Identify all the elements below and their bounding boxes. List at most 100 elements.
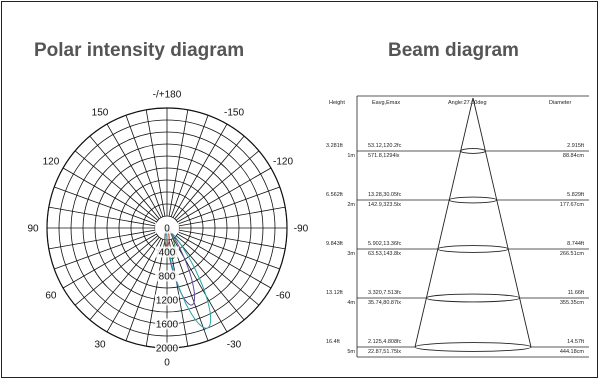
polar-radial-label: 1600: [156, 320, 179, 331]
beam-spot-ellipse: [425, 293, 521, 303]
beam-diameter-cm: 444.18cm: [560, 349, 585, 355]
polar-angle-label: -90: [294, 224, 309, 235]
polar-angle-label: -/+180: [153, 90, 182, 101]
polar-spoke: [172, 123, 228, 218]
polar-spoke: [125, 115, 164, 217]
polar-ring: [130, 191, 204, 265]
polar-spoke: [62, 167, 157, 223]
beam-cone: [414, 97, 532, 352]
polar-spoke: [174, 135, 245, 220]
polar-ring: [58, 119, 276, 337]
polar-angle-label: -150: [224, 107, 244, 118]
beam-illuminance-fc: 2.125,4.808fc: [368, 339, 402, 345]
beam-spot-ellipse: [414, 342, 532, 352]
beam-height-m: 3m: [347, 251, 355, 257]
beam-diameter-cm: 177.67cm: [560, 202, 585, 208]
polar-spoke: [74, 235, 159, 306]
beam-diameter-ft: 5.829ft: [567, 192, 584, 198]
beam-diameter-cm: 355.35cm: [560, 300, 585, 306]
beam-height-m: 4m: [347, 300, 355, 306]
polar-spoke: [145, 109, 166, 217]
polar-ring: [82, 143, 252, 313]
beam-row-text: 3.281ft 1m 53.12,120.2fc 571.8,1294lx 2.915f…: [326, 143, 584, 355]
beam-illuminance-lx: 571.8,1294lx: [368, 153, 400, 159]
radial-label-bg: [155, 270, 179, 282]
beam-height-m: 2m: [347, 202, 355, 208]
polar-spoke: [178, 231, 280, 270]
polar-spoke: [145, 239, 166, 347]
polar-spoke: [178, 206, 286, 227]
polar-spoke: [54, 186, 156, 225]
polar-angle-label: -120: [273, 157, 293, 168]
polar-angle-labels: -/+180 -150 150 -120 120 -90 90 -60 60 -30 30 0: [27, 90, 308, 369]
beam-illuminance-fc: 53.12,120.2fc: [368, 143, 402, 149]
beam-spot-ellipse: [460, 148, 486, 154]
beam-height-ft: 13.12ft: [326, 290, 343, 296]
polar-spoke: [175, 150, 260, 221]
polar-spoke: [175, 235, 260, 306]
beam-spot-ellipse: [437, 245, 509, 253]
beam-height-ft: 9.843ft: [326, 241, 343, 247]
polar-radial-label: 0: [164, 224, 170, 235]
polar-spoke: [89, 135, 160, 220]
beam-illuminance-fc: 5.902,13.36fc: [368, 241, 402, 247]
polar-spoke: [106, 123, 162, 218]
beam-diameter-cm: 266.51cm: [560, 251, 585, 257]
polar-spoke: [178, 186, 280, 225]
beam-cone-right-edge: [472, 97, 532, 348]
radial-label-bg: [155, 318, 179, 330]
beam-header-diameter: Diameter: [549, 100, 571, 106]
polar-angle-label: 30: [94, 340, 106, 351]
beam-diagram-title: Beam diagram: [388, 40, 519, 61]
polar-radial-label: 800: [159, 272, 176, 283]
beam-header-height: Height: [329, 100, 345, 106]
polar-spoke: [174, 236, 245, 321]
polar-spoke: [74, 150, 159, 221]
beam-height-m: 5m: [347, 349, 355, 355]
polar-radial-labels: 0 400 800 1200 1600 2000: [155, 222, 179, 355]
beam-header-eavg: Eavg,Emax: [372, 100, 400, 106]
beam-height-ft: 3.281ft: [326, 143, 343, 149]
beam-diameter-cm: 88.84cm: [563, 153, 585, 159]
beam-cone-left-edge: [414, 97, 474, 348]
beam-height-ft: 16.4ft: [326, 339, 340, 345]
radial-label-bg: [155, 222, 179, 234]
beam-spot-ellipse: [448, 196, 498, 204]
beam-illuminance-lx: 22.87,51.75lx: [368, 349, 401, 355]
beam-illuminance-lx: 35.74,80.87lx: [368, 300, 401, 306]
polar-spoke: [62, 233, 157, 289]
beam-height-m: 1m: [347, 153, 355, 159]
polar-angle-label: 0: [164, 358, 170, 369]
polar-radial-label: 2000: [156, 344, 179, 355]
polar-ring: [106, 167, 228, 289]
beam-illuminance-fc: 13.28,30.05fc: [368, 192, 402, 198]
beam-table-lines: [356, 95, 589, 358]
polar-spoke: [168, 239, 189, 347]
beam-diameter-ft: 2.915ft: [567, 143, 584, 149]
beam-illuminance-lx: 142.9,323.5lx: [368, 202, 401, 208]
beam-illuminance-fc: 3.320,7.513fc: [368, 290, 402, 296]
polar-angle-label: 150: [92, 107, 109, 118]
radial-label-bg: [155, 294, 179, 306]
beam-height-ft: 6.562ft: [326, 192, 343, 198]
beam-diameter-ft: 11.66ft: [568, 290, 585, 296]
polar-spoke: [48, 206, 156, 227]
polar-spoke: [170, 115, 209, 217]
radial-label-bg: [155, 342, 179, 354]
beam-diameter-ft: 8.744ft: [567, 241, 584, 247]
polar-radial-label: 400: [159, 248, 176, 259]
polar-spoke: [178, 229, 286, 250]
beam-illuminance-lx: 63.53,143.8lx: [368, 251, 401, 257]
polar-angle-label: -60: [276, 291, 291, 302]
beam-header-angle: Angle:27.00deg: [448, 100, 487, 106]
polar-radial-label: 1200: [156, 296, 179, 307]
polar-spoke: [54, 231, 156, 270]
polar-spoke: [106, 238, 162, 333]
polar-angle-label: 60: [45, 291, 57, 302]
polar-angle-label: 90: [27, 224, 39, 235]
polar-angle-label: 120: [43, 157, 60, 168]
polar-spoke: [177, 167, 272, 223]
